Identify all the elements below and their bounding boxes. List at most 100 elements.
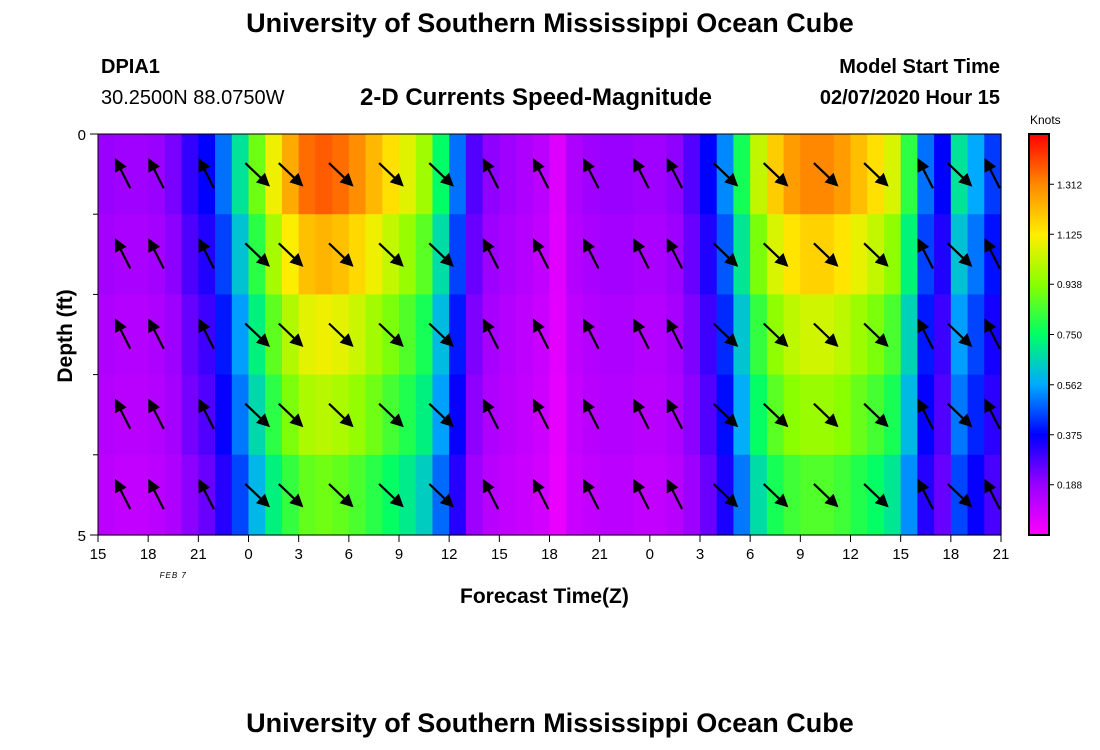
heatmap-cell [934, 454, 952, 536]
heatmap-cell [382, 134, 400, 215]
current-vector-arrow [482, 478, 500, 510]
heatmap-cell [415, 134, 434, 215]
heatmap-cell [984, 214, 1002, 295]
heatmap-cell [415, 214, 434, 295]
heatmap-cell [231, 134, 250, 215]
heatmap-cell [599, 214, 617, 295]
heatmap-cell [482, 134, 500, 215]
current-vector-arrow [633, 238, 650, 269]
current-vector-arrow [666, 478, 684, 510]
heatmap-cell [549, 294, 567, 376]
heatmap-cell [716, 374, 735, 456]
heatmap-cell [917, 134, 935, 215]
heatmap-cell [365, 294, 383, 376]
heatmap-cell [181, 374, 199, 456]
heatmap-cell [432, 374, 450, 456]
heatmap-cell [148, 374, 166, 456]
heatmap-cell [900, 214, 918, 295]
heatmap-cell [465, 454, 484, 536]
current-vector-arrow [863, 402, 889, 428]
heatmap-cell [298, 294, 316, 376]
heatmap-cell [265, 454, 283, 536]
heatmap-cell [750, 214, 768, 295]
heatmap-cell [248, 134, 266, 215]
current-vector-arrow [583, 157, 600, 189]
heatmap-cell [783, 294, 801, 376]
heatmap-cell [750, 134, 768, 215]
heatmap-cell [833, 374, 852, 456]
heatmap-cell [649, 294, 668, 376]
colorbar-title: Knots [1030, 113, 1061, 127]
current-vector-arrow [666, 238, 684, 269]
heatmap-cell [164, 214, 183, 295]
current-vector-arrow [378, 242, 404, 267]
current-vector-arrow [328, 322, 354, 348]
colorbar-tick-label: 1.312 [1057, 180, 1082, 191]
heatmap-cell [733, 374, 751, 456]
current-vector-arrow [813, 242, 839, 267]
heatmap-cell [516, 374, 534, 456]
current-vector-arrow [984, 398, 1001, 430]
heatmap-cell [900, 454, 918, 536]
heatmap-cell [148, 214, 166, 295]
current-vector-arrow [813, 402, 839, 428]
heatmap-cell [900, 294, 918, 376]
heatmap-cell [499, 214, 517, 295]
heatmap-cell [315, 294, 333, 376]
colorbar [1028, 133, 1050, 536]
heatmap-cell [666, 134, 684, 215]
heatmap-cell [382, 214, 400, 295]
heatmap-cell [867, 454, 885, 536]
heatmap-cell [164, 134, 183, 215]
heatmap-cell [967, 134, 985, 215]
heatmap-cell [950, 134, 969, 215]
heatmap-cell [783, 374, 801, 456]
station-id: DPIA1 [101, 56, 160, 78]
heatmap-cell [917, 214, 935, 295]
heatmap-cell [98, 294, 116, 376]
heatmap-cell [867, 214, 885, 295]
heatmap-cell [917, 374, 935, 456]
heatmap-cell [649, 214, 668, 295]
current-vector-arrow [813, 322, 839, 348]
heatmap-cell [766, 294, 785, 376]
current-vector-arrow [428, 162, 454, 187]
heatmap-cell [382, 294, 400, 376]
current-vector-arrow [428, 483, 454, 508]
x-tick-label: 0 [244, 546, 252, 563]
heatmap-cell [248, 294, 266, 376]
x-tick-label: 15 [90, 546, 107, 563]
heatmap-cell [766, 374, 785, 456]
heatmap-cell [883, 454, 902, 536]
current-vector-arrow [633, 157, 650, 189]
x-tick-label: 15 [491, 546, 508, 563]
current-vector-arrow [244, 322, 270, 348]
x-tick-label: 3 [696, 546, 704, 563]
heatmap-cell [265, 214, 283, 295]
heatmap-cell [716, 214, 735, 295]
heatmap-cell [449, 214, 467, 295]
current-vector-arrow [762, 322, 789, 348]
heatmap-cell [332, 134, 350, 215]
heatmap-cell [850, 214, 868, 295]
chart-subtitle: 2-D Currents Speed-Magnitude [360, 84, 713, 111]
heatmap-cell [465, 214, 484, 295]
heatmap-cell [867, 294, 885, 376]
heatmap-cell [315, 454, 333, 536]
heatmap-cell [666, 214, 684, 295]
current-vector-arrow [328, 483, 354, 508]
heatmap-cell [750, 374, 768, 456]
heatmap-cell [516, 214, 534, 295]
heatmap-cell [549, 374, 567, 456]
heatmap-cell [666, 294, 684, 376]
footer-title: University of Southern Mississippi Ocean… [246, 708, 854, 738]
heatmap-cell [950, 374, 969, 456]
current-vector-arrow [532, 318, 550, 350]
heatmap-cell [181, 134, 199, 215]
current-vector-arrow [328, 242, 354, 267]
heatmap-cell [332, 454, 350, 536]
current-vector-arrow [278, 162, 304, 187]
heatmap-cell [198, 374, 216, 456]
heatmap-cell [599, 294, 617, 376]
current-vector-arrow [114, 157, 132, 189]
